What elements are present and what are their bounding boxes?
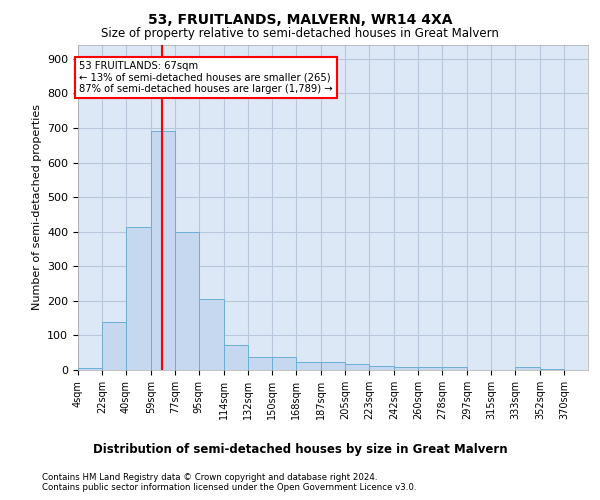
Y-axis label: Number of semi-detached properties: Number of semi-detached properties [32, 104, 41, 310]
Bar [515, 366, 540, 370]
Bar [272, 357, 296, 370]
Bar [126, 226, 151, 370]
Bar [442, 366, 467, 370]
Bar [394, 366, 418, 370]
Bar [151, 132, 175, 370]
Bar [321, 362, 345, 370]
Bar [175, 232, 199, 370]
Bar [248, 357, 272, 370]
Bar [102, 322, 126, 370]
Bar [224, 345, 248, 370]
Text: Distribution of semi-detached houses by size in Great Malvern: Distribution of semi-detached houses by … [92, 442, 508, 456]
Text: 53, FRUITLANDS, MALVERN, WR14 4XA: 53, FRUITLANDS, MALVERN, WR14 4XA [148, 12, 452, 26]
Bar [78, 368, 102, 370]
Bar [296, 362, 321, 370]
Text: Contains HM Land Registry data © Crown copyright and database right 2024.
Contai: Contains HM Land Registry data © Crown c… [42, 472, 416, 492]
Bar [369, 366, 394, 370]
Bar [199, 299, 224, 370]
Text: 53 FRUITLANDS: 67sqm
← 13% of semi-detached houses are smaller (265)
87% of semi: 53 FRUITLANDS: 67sqm ← 13% of semi-detac… [79, 60, 333, 94]
Bar [418, 367, 442, 370]
Text: Size of property relative to semi-detached houses in Great Malvern: Size of property relative to semi-detach… [101, 28, 499, 40]
Bar [345, 364, 369, 370]
